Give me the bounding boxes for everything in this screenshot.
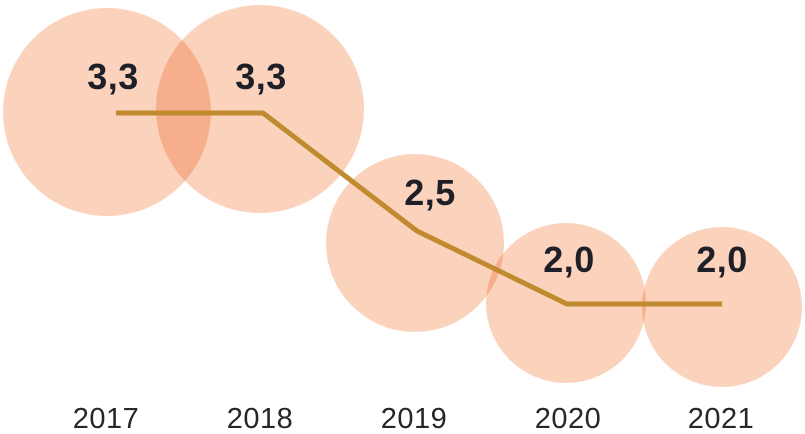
trend-line	[116, 110, 722, 307]
x-axis-label-2020: 2020	[535, 403, 602, 434]
x-axis-label-2021: 2021	[688, 403, 755, 434]
bubble-2017	[3, 8, 211, 216]
x-axis-label-2017: 2017	[73, 403, 140, 434]
value-label-2017: 3,3	[87, 56, 139, 97]
x-axis-label-2018: 2018	[227, 403, 294, 434]
trend-line-group	[116, 110, 722, 307]
x-axis-label-2019: 2019	[381, 403, 448, 434]
bubble-2018	[156, 5, 364, 213]
x-axis-label-group: 2017 2018 2019 2020 2021	[73, 403, 755, 434]
value-label-group: 3,3 3,3 2,5 2,0 2,0	[87, 56, 748, 280]
bubble-2021	[642, 227, 802, 387]
value-label-2018: 3,3	[235, 56, 287, 97]
value-label-2020: 2,0	[543, 239, 595, 280]
value-label-2019: 2,5	[404, 172, 456, 213]
value-label-2021: 2,0	[696, 239, 748, 280]
